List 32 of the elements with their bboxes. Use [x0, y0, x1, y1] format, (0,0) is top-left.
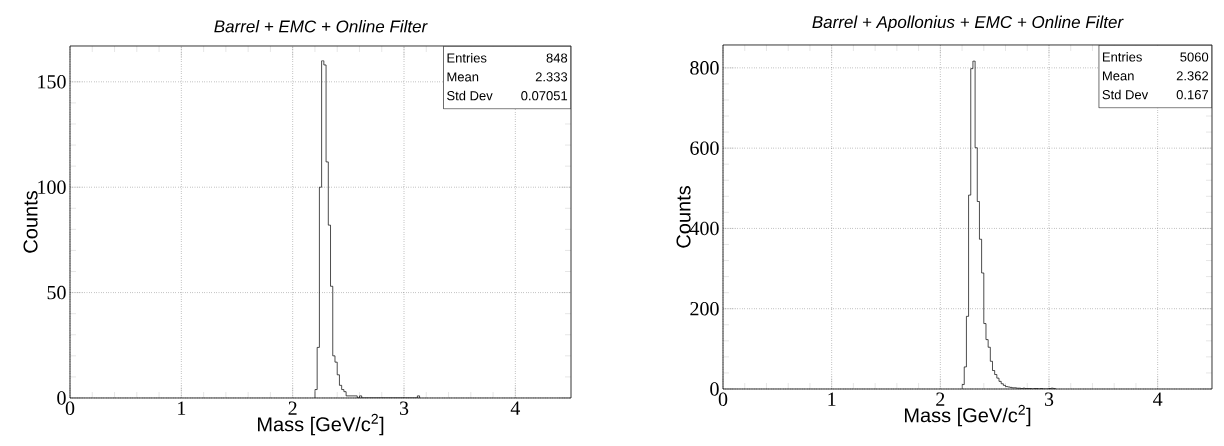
x-tick-label: 3: [1044, 392, 1054, 406]
y-axis-title: Counts: [676, 186, 691, 248]
y-tick-label: 400: [689, 221, 719, 236]
y-tick-label: 100: [38, 180, 66, 194]
x-tick-label: 2: [936, 392, 945, 406]
x-tick-label: 1: [828, 392, 836, 406]
annotation: Std Dev: [447, 90, 493, 101]
y-tick-label: 200: [690, 301, 719, 316]
y-tick-label: 0: [710, 382, 719, 396]
x-tick-label: 1: [178, 401, 186, 415]
annotation: Std Dev: [1102, 89, 1149, 100]
annotation: 0.07051: [521, 91, 568, 101]
y-tick-label: 50: [47, 285, 66, 300]
annotation: Mean: [1102, 71, 1134, 81]
y-axis-title: Counts: [23, 191, 38, 253]
annotation: 848: [546, 53, 568, 63]
annotation: 0.167: [1176, 90, 1209, 100]
x-tick-label: 4: [510, 401, 521, 415]
annotation: 2.333: [535, 72, 568, 82]
annotation: 2.362: [1176, 71, 1209, 81]
x-tick-label: 3: [399, 401, 409, 415]
annotation: Mean: [447, 72, 479, 82]
y-tick-label: 800: [690, 61, 719, 75]
y-tick-label: 600: [690, 141, 719, 155]
annotation: Entries: [447, 53, 487, 63]
x-tick-label: 2: [288, 401, 297, 415]
chart-title: Barrel + EMC + Online Filter: [214, 19, 428, 33]
annotation: 5060: [1180, 52, 1209, 62]
annotation: Entries: [1102, 52, 1142, 62]
chart-title: Barrel + Apollonius + EMC + Online Filter: [812, 15, 1124, 32]
x-tick-label: 4: [1153, 392, 1163, 406]
y-tick-label: 150: [38, 75, 66, 89]
